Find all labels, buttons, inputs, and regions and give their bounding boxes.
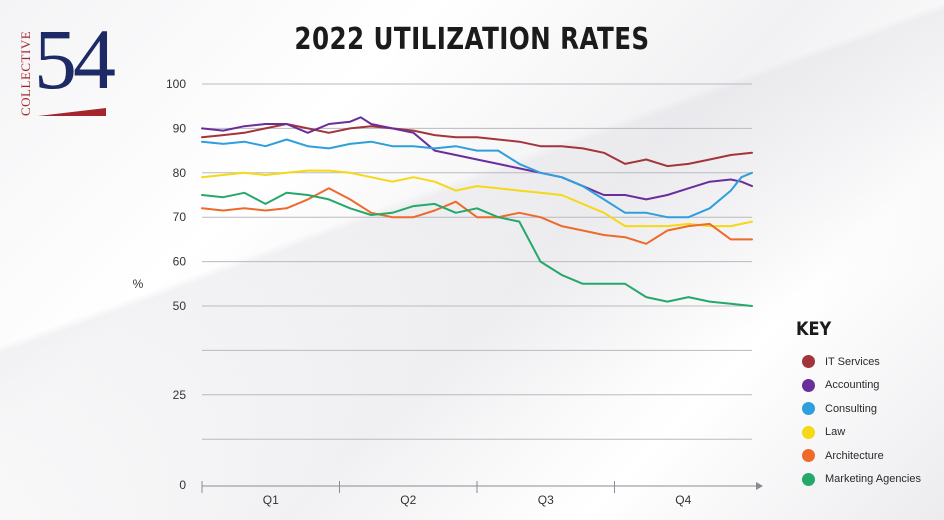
legend-item: Law	[796, 421, 921, 445]
legend-swatch	[802, 425, 815, 439]
x-axis-arrow	[756, 482, 763, 490]
legend-item: Consulting	[796, 397, 921, 421]
legend-title: KEY	[796, 318, 832, 340]
y-tick-label: 50	[173, 299, 187, 313]
x-tick-label: Q3	[538, 493, 554, 507]
series-line-law	[201, 169, 753, 228]
x-axis: Q1 Q2 Q3 Q4	[201, 481, 763, 507]
x-tick-label: Q2	[400, 493, 416, 507]
logo-accent-bar	[38, 108, 106, 116]
y-tick-label: 100	[166, 77, 186, 91]
legend-swatch	[802, 378, 815, 392]
series-lines	[201, 116, 753, 307]
legend-item: Architecture	[796, 444, 921, 468]
legend-label: Architecture	[825, 449, 884, 462]
y-tick-label: 25	[173, 388, 187, 402]
series-line-consulting	[201, 138, 753, 219]
legend-swatch	[802, 449, 815, 463]
y-tick-label: 90	[173, 121, 187, 135]
series-line-marketing-agencies	[201, 191, 753, 307]
series-line-architecture	[201, 187, 753, 245]
legend-swatch	[802, 402, 815, 416]
y-tick-label: 80	[173, 166, 187, 180]
x-tick-label: Q4	[675, 493, 691, 507]
x-tick-label: Q1	[263, 493, 279, 507]
legend-label: Accounting	[825, 379, 880, 392]
collective-54-logo: COLLECTIVE 54	[18, 14, 116, 120]
y-tick-label: 60	[173, 255, 187, 269]
legend-swatch	[802, 472, 815, 486]
chart-title: 2022 UTILIZATION RATES	[294, 22, 650, 57]
legend-item: Accounting	[796, 374, 921, 398]
logo-number: 54	[34, 11, 116, 107]
series-line-accounting	[201, 116, 753, 201]
legend-item: Marketing Agencies	[796, 468, 921, 492]
legend-label: Law	[825, 426, 846, 439]
legend-swatch	[802, 355, 815, 369]
y-tick-labels: 100 90 80 70 60 50 25 0	[166, 77, 186, 492]
legend-label: IT Services	[825, 355, 880, 368]
legend-item: IT Services	[796, 350, 921, 374]
y-tick-label: 70	[173, 210, 187, 224]
legend: KEY IT Services Accounting Consulting Law Ar…	[796, 318, 921, 491]
series-line-it-services	[201, 123, 753, 168]
y-tick-label: 0	[179, 478, 186, 492]
legend-label: Marketing Agencies	[825, 473, 921, 486]
legend-label: Consulting	[825, 402, 877, 415]
y-axis-label: %	[133, 277, 144, 291]
legend-items: IT Services Accounting Consulting Law Archit…	[796, 350, 921, 491]
